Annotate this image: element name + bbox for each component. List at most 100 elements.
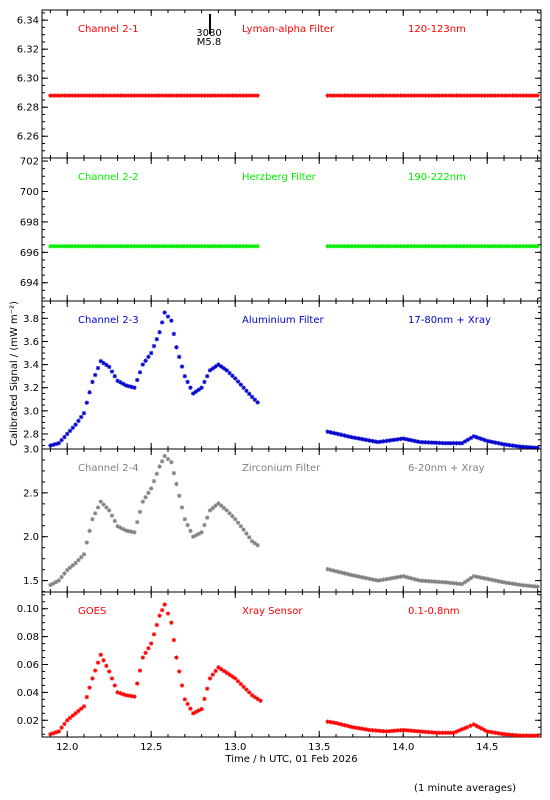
data-point-ch22 xyxy=(241,244,246,249)
data-point-ch24 xyxy=(98,499,104,504)
data-point-ch21 xyxy=(87,93,92,98)
xtick-label: 13.5 xyxy=(308,742,330,753)
data-point-ch23 xyxy=(73,422,78,427)
data-point-goes xyxy=(159,607,165,613)
data-point-ch24 xyxy=(325,566,330,572)
data-point-ch23 xyxy=(448,441,454,446)
data-point-ch23 xyxy=(213,364,218,369)
data-point-ch23 xyxy=(171,331,177,337)
data-point-ch23 xyxy=(325,429,330,434)
data-point-ch21 xyxy=(487,93,493,98)
data-point-ch24 xyxy=(412,576,417,582)
panel-filter-label: Herzberg Filter xyxy=(242,172,317,183)
data-point-ch24 xyxy=(135,519,140,525)
data-point-ch21 xyxy=(216,93,221,98)
data-point-ch23 xyxy=(490,439,496,445)
data-point-ch22 xyxy=(51,244,56,249)
data-point-ch24 xyxy=(454,581,459,586)
data-point-ch24 xyxy=(440,579,445,585)
data-point-ch21 xyxy=(202,93,207,98)
data-point-ch23 xyxy=(443,441,448,446)
data-point-ch23 xyxy=(137,370,143,375)
data-point-ch24 xyxy=(154,471,160,477)
data-point-goes xyxy=(104,663,109,669)
data-point-ch21 xyxy=(409,93,414,98)
data-point-goes xyxy=(518,733,524,738)
data-point-ch23 xyxy=(182,373,188,379)
data-point-ch22 xyxy=(451,244,456,249)
panel-filter-label: Xray Sensor xyxy=(242,606,303,617)
panel-band-label: 17-80nm + Xray xyxy=(408,315,491,326)
data-point-ch24 xyxy=(210,505,216,511)
data-point-ch24 xyxy=(193,533,199,538)
data-point-goes xyxy=(179,683,185,688)
data-point-ch24 xyxy=(182,516,188,522)
data-point-ch22 xyxy=(174,244,179,249)
data-point-ch22 xyxy=(423,244,428,249)
data-point-goes xyxy=(496,731,501,736)
data-point-goes xyxy=(90,676,95,681)
data-point-goes xyxy=(73,711,78,716)
data-point-ch23 xyxy=(157,330,162,335)
data-point-ch22 xyxy=(406,244,412,249)
data-point-ch22 xyxy=(118,244,123,249)
data-point-goes xyxy=(48,732,53,737)
data-point-ch21 xyxy=(350,93,356,98)
data-point-goes xyxy=(448,730,454,736)
data-point-ch23 xyxy=(529,445,535,450)
data-point-ch21 xyxy=(415,93,420,98)
panel-filter-label: Zirconium Filter xyxy=(242,463,321,474)
data-point-ch23 xyxy=(241,385,246,390)
data-point-ch24 xyxy=(79,555,84,560)
data-point-ch21 xyxy=(62,93,67,98)
data-point-goes xyxy=(401,727,406,733)
data-point-ch21 xyxy=(476,93,482,98)
data-point-ch22 xyxy=(238,244,244,249)
ytick-label-ch24: 3.0 xyxy=(23,445,39,456)
ytick-label-ch23: 2.8 xyxy=(23,429,39,440)
data-point-ch22 xyxy=(76,244,81,249)
data-point-ch21 xyxy=(389,93,395,98)
data-point-ch22 xyxy=(443,244,448,249)
data-point-ch23 xyxy=(370,438,375,444)
data-point-ch24 xyxy=(532,584,538,589)
data-point-ch21 xyxy=(168,93,174,98)
data-point-ch23 xyxy=(196,387,202,392)
data-point-ch23 xyxy=(177,354,182,360)
data-point-ch21 xyxy=(395,93,400,98)
data-point-ch23 xyxy=(387,438,392,443)
data-point-ch21 xyxy=(174,93,179,98)
data-point-goes xyxy=(107,669,112,674)
data-point-goes xyxy=(199,706,204,712)
data-point-goes xyxy=(56,729,62,734)
ytick-label-ch22: 696 xyxy=(20,248,39,259)
data-point-ch24 xyxy=(121,526,126,532)
data-point-ch21 xyxy=(79,93,84,98)
data-point-ch23 xyxy=(431,440,437,445)
data-point-ch22 xyxy=(420,244,426,249)
data-point-ch24 xyxy=(409,576,414,581)
data-point-ch21 xyxy=(359,93,364,98)
data-point-ch21 xyxy=(235,93,241,98)
data-point-ch22 xyxy=(364,244,370,249)
footnote: (1 minute averages) xyxy=(414,783,516,794)
data-point-ch23 xyxy=(107,364,112,370)
data-point-ch22 xyxy=(140,244,146,249)
data-point-ch24 xyxy=(353,573,358,579)
data-point-ch21 xyxy=(76,93,81,98)
data-point-ch22 xyxy=(101,244,106,249)
data-point-goes xyxy=(121,692,126,697)
data-point-goes xyxy=(51,731,56,736)
data-point-ch24 xyxy=(515,582,521,587)
data-point-goes xyxy=(135,681,140,686)
data-point-ch22 xyxy=(62,244,67,249)
data-point-ch23 xyxy=(527,445,532,450)
ytick-label-ch21: 6.34 xyxy=(17,16,39,27)
data-point-ch21 xyxy=(328,93,333,98)
data-point-ch22 xyxy=(210,244,216,249)
data-point-ch24 xyxy=(364,576,370,581)
data-point-ch24 xyxy=(373,577,378,583)
data-point-ch21 xyxy=(496,93,501,98)
data-point-ch24 xyxy=(384,576,389,582)
data-point-ch24 xyxy=(333,569,339,574)
